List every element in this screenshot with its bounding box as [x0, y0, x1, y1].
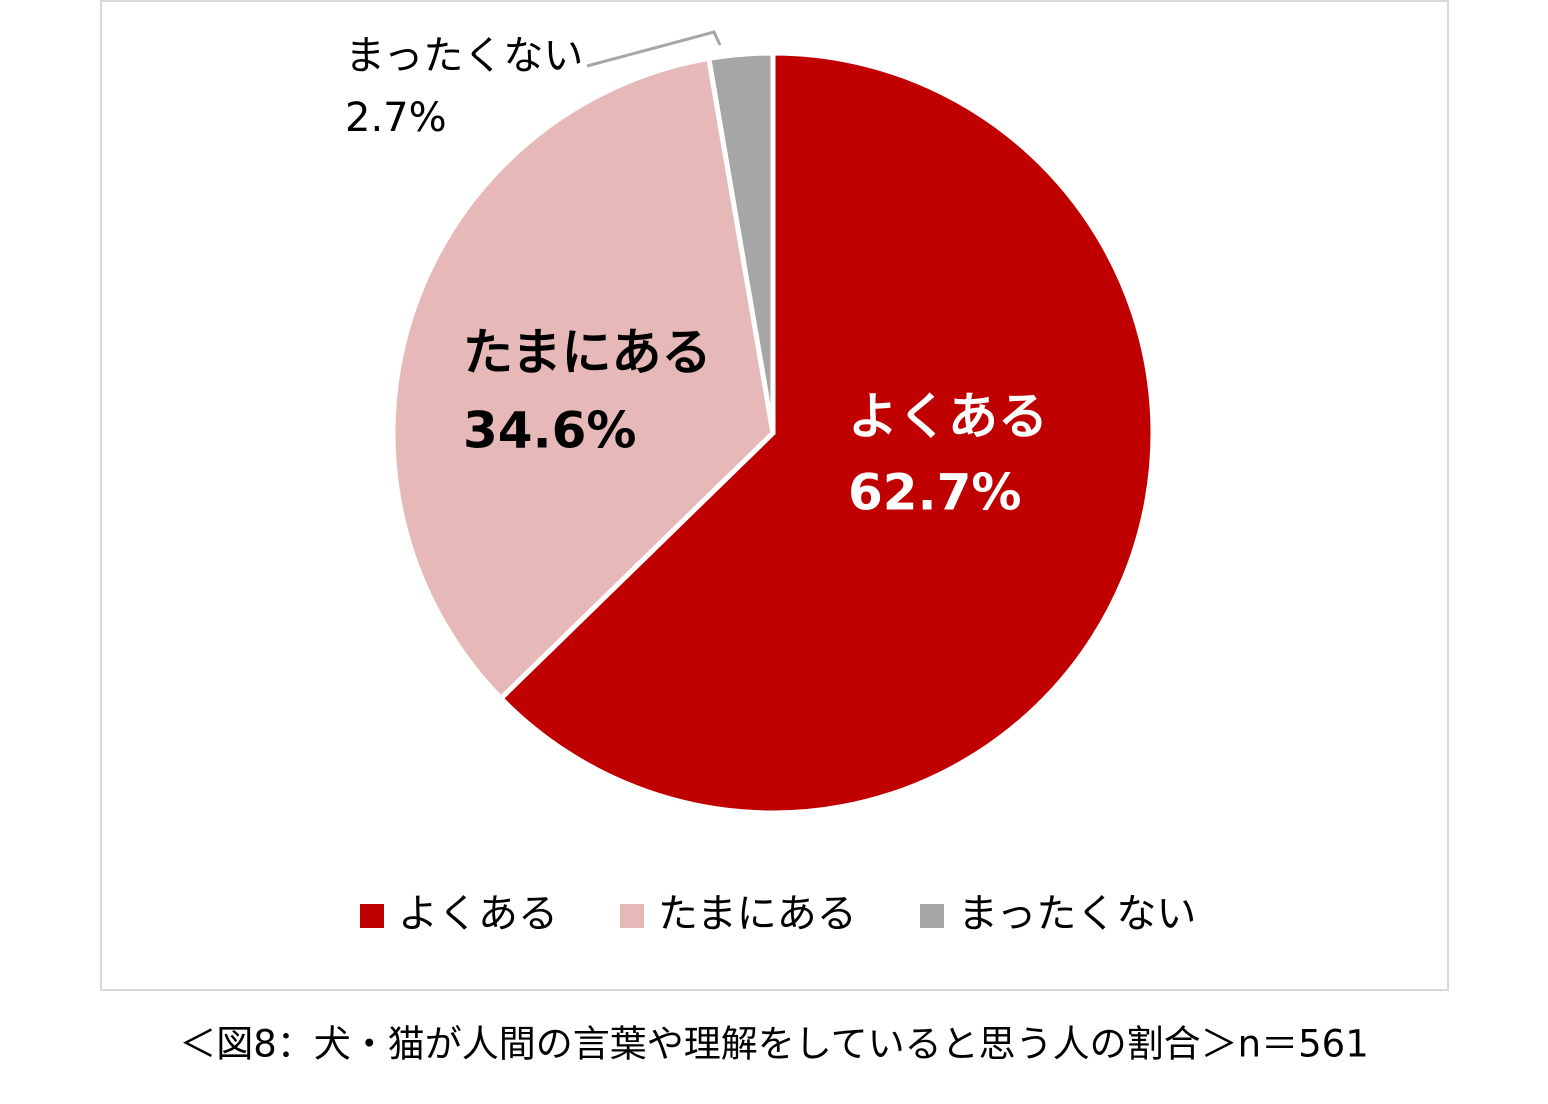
data-label-category: よくある — [848, 388, 1048, 446]
legend-label: たまにある — [658, 891, 857, 937]
pie-slice — [497, 50, 1156, 816]
pie-slice — [705, 50, 776, 434]
legend-label: よくある — [398, 891, 558, 937]
data-label-value: 62.7% — [848, 464, 1021, 522]
chart-title: ＜図8：犬・猫が人間の言葉や理解をしていると思う人の割合＞n＝561 — [179, 1023, 1369, 1066]
data-label-category: まったくない — [345, 33, 583, 79]
data-label-value: 34.6% — [463, 402, 636, 460]
pie-slice — [390, 55, 776, 702]
leader-line — [586, 30, 722, 68]
data-label-category: たまにある — [463, 324, 712, 382]
legend-swatch — [620, 904, 644, 928]
legend-label: まったくない — [958, 891, 1196, 937]
legend-swatch — [360, 904, 384, 928]
data-label-value: 2.7% — [345, 95, 447, 141]
legend-swatch — [920, 904, 944, 928]
